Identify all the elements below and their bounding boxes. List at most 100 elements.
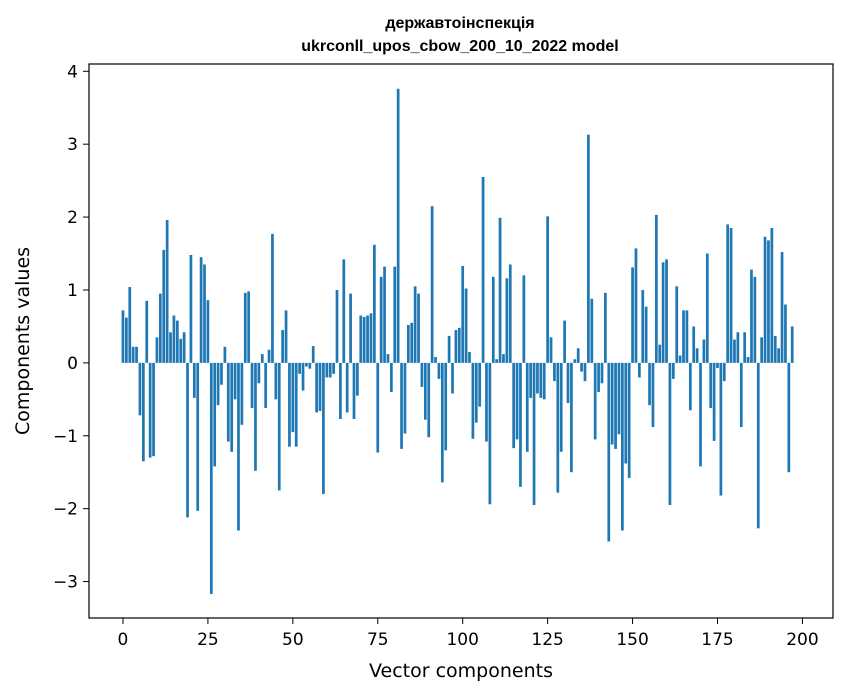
bar-50 [291, 362, 295, 433]
bar-156 [651, 362, 655, 428]
bar-82 [400, 362, 403, 449]
bar-162 [671, 362, 675, 379]
bar-169 [695, 348, 699, 363]
bar-31 [226, 362, 230, 442]
bar-145 [614, 362, 617, 449]
bar-98 [454, 330, 458, 363]
bar-104 [474, 362, 478, 423]
bar-197 [790, 326, 794, 363]
bar-189 [763, 236, 767, 363]
bar-147 [621, 362, 624, 531]
y-tick-label: −1 [53, 427, 78, 447]
bar-101 [464, 288, 468, 363]
bar-9 [152, 362, 155, 457]
bar-125 [546, 216, 549, 363]
bar-165 [682, 310, 685, 363]
bar-26 [209, 362, 213, 594]
bar-70 [359, 315, 363, 363]
bar-67 [349, 293, 352, 363]
bar-53 [301, 362, 305, 391]
bar-166 [685, 310, 689, 363]
bar-40 [257, 362, 261, 384]
bar-102 [468, 351, 471, 363]
bar-28 [216, 362, 220, 406]
bar-129 [559, 362, 563, 452]
bar-110 [495, 359, 499, 363]
bar-172 [705, 253, 709, 363]
y-tick-label: 1 [67, 281, 78, 301]
bar-58 [318, 362, 322, 411]
bar-75 [376, 362, 380, 453]
x-axis-ticks: 0 25 50 75 100 125 150 175 200 [118, 618, 819, 650]
bar-30 [223, 346, 227, 363]
bar-164 [678, 355, 682, 363]
y-tick-label: −2 [53, 500, 78, 520]
bar-83 [403, 362, 407, 434]
x-axis-label: Vector components [369, 660, 553, 682]
bar-39 [254, 362, 257, 471]
bar-138 [590, 298, 594, 363]
bar-105 [478, 362, 482, 407]
bar-178 [726, 224, 730, 363]
bar-2 [128, 287, 132, 363]
bar-154 [644, 306, 648, 363]
chart-subtitle: ukrconll_upos_cbow_200_10_2022 model [301, 38, 618, 55]
bar-116 [515, 362, 519, 440]
bar-36 [243, 292, 247, 363]
bar-89 [423, 362, 427, 420]
y-tick-label: 2 [67, 208, 78, 228]
bar-158 [658, 344, 662, 363]
bar-132 [570, 362, 573, 473]
bar-117 [519, 362, 522, 487]
bar-38 [250, 362, 254, 409]
bar-144 [610, 362, 614, 445]
bar-193 [777, 348, 780, 363]
bar-54 [305, 362, 308, 367]
bar-127 [553, 362, 556, 382]
bar-130 [563, 320, 566, 363]
bar-46 [277, 362, 281, 491]
bar-192 [773, 335, 777, 363]
bar-57 [315, 362, 318, 413]
bar-100 [461, 265, 465, 363]
bar-141 [600, 362, 604, 384]
bar-7 [145, 300, 149, 363]
bar-118 [522, 275, 526, 363]
bar-174 [712, 362, 716, 441]
bar-19 [186, 362, 189, 518]
bar-168 [692, 326, 696, 363]
bar-51 [294, 362, 298, 447]
bar-76 [379, 276, 383, 363]
bar-59 [322, 362, 325, 495]
bar-48 [284, 310, 288, 363]
bar-92 [434, 357, 437, 363]
bar-90 [427, 362, 431, 438]
bar-73 [369, 313, 373, 363]
bar-149 [627, 362, 631, 479]
bar-29 [220, 362, 223, 385]
bar-79 [390, 362, 393, 393]
bar-34 [237, 362, 240, 531]
y-axis-label: Components values [12, 247, 34, 435]
bar-134 [576, 348, 580, 363]
x-tick-label: 0 [118, 630, 129, 650]
bar-35 [240, 362, 244, 425]
bar-95 [444, 362, 448, 451]
x-tick-label: 75 [367, 630, 389, 650]
bar-56 [311, 346, 315, 363]
x-tick-label: 100 [446, 630, 478, 650]
bar-190 [767, 240, 770, 363]
bar-114 [508, 264, 512, 363]
bar-126 [549, 337, 553, 363]
bar-93 [437, 362, 441, 379]
bar-21 [192, 362, 196, 398]
bar-175 [716, 362, 719, 368]
bar-196 [787, 362, 791, 473]
bar-163 [675, 286, 679, 363]
bar-153 [641, 289, 645, 363]
bar-179 [729, 228, 733, 363]
bar-11 [158, 293, 162, 363]
bar-52 [298, 362, 301, 374]
bar-24 [203, 264, 206, 363]
